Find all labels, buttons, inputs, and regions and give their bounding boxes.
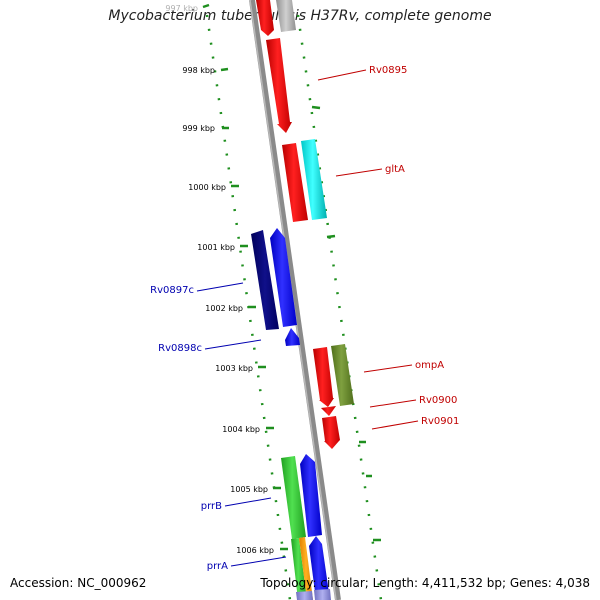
gene-label[interactable]: prrB [201, 501, 222, 512]
gene-label[interactable]: prrA [207, 561, 228, 572]
kbp-label: 997 kbp [165, 4, 198, 13]
major-tick [326, 234, 336, 239]
gene-Rv0898c[interactable] [285, 328, 300, 346]
gene-feature[interactable] [296, 591, 313, 600]
gene-labels: Rv0895 gltA Rv0897c Rv0898c ompA Rv0900 … [150, 65, 459, 572]
leader-Rv0897c [196, 282, 244, 292]
kbp-label: 998 kbp [182, 66, 215, 75]
tick-guide-right [296, 14, 383, 600]
gene-label[interactable]: Rv0900 [419, 395, 457, 406]
leader-Rv0900 [369, 399, 417, 408]
kbp-label: 1001 kbp [197, 243, 235, 252]
kbp-label: 1000 kbp [188, 183, 226, 192]
major-tick [220, 67, 229, 72]
gene-prrB[interactable] [281, 456, 306, 539]
gene-label[interactable]: Rv0897c [150, 285, 194, 296]
leader-Rv0898c [204, 339, 262, 350]
accession-text: Accession: NC_000962 [10, 576, 147, 590]
genome-stats-text: Topology: circular; Length: 4,411,532 bp… [260, 576, 590, 590]
major-ticks-right [311, 105, 381, 542]
gene-Rv0897c-blue[interactable] [270, 228, 297, 327]
kbp-label: 1006 kbp [236, 546, 274, 555]
gene-label[interactable]: Rv0895 [369, 65, 407, 76]
gene-feature[interactable] [314, 589, 331, 600]
leader-Rv0901 [371, 420, 419, 430]
leader-gltA [335, 168, 383, 177]
leader-Rv0895 [317, 69, 367, 81]
gene-feature[interactable] [276, 0, 296, 32]
major-ticks [202, 3, 288, 551]
gene-gltA[interactable] [282, 143, 308, 222]
gene-feature[interactable] [256, 0, 274, 36]
kbp-label: 999 kbp [182, 124, 215, 133]
gene-prrB-blue[interactable] [300, 454, 322, 537]
gene-feature[interactable] [309, 536, 330, 600]
leader-ompA [363, 364, 413, 373]
map-title: Mycobacterium tuberculosis H37Rv, comple… [108, 8, 492, 24]
gene-Rv0895[interactable] [266, 38, 292, 133]
gene-label[interactable]: ompA [415, 360, 444, 371]
gene-Rv0897c[interactable] [251, 230, 279, 330]
gene-ompA-olive[interactable] [331, 344, 354, 406]
gene-features [251, 0, 354, 600]
kbp-label: 1002 kbp [205, 304, 243, 313]
kbp-label: 1004 kbp [222, 425, 260, 434]
gene-prrA-orange[interactable] [299, 537, 313, 600]
genome-backbone [249, 0, 341, 600]
gene-label[interactable]: gltA [385, 164, 405, 175]
kbp-label: 1005 kbp [230, 485, 268, 494]
leader-prrA [230, 556, 287, 567]
gene-label[interactable]: Rv0901 [421, 416, 459, 427]
major-tick [202, 3, 210, 9]
gene-prrA[interactable] [291, 538, 307, 600]
gene-Rv0901[interactable] [322, 416, 340, 449]
gene-ompA[interactable] [313, 347, 334, 407]
gene-gltA-cyan[interactable] [301, 139, 327, 220]
kbp-label: 1003 kbp [215, 364, 253, 373]
leader-prrB [224, 497, 272, 507]
major-tick [311, 105, 321, 110]
kbp-labels: 997 kbp 998 kbp 999 kbp 1000 kbp 1001 kb… [165, 4, 274, 555]
gene-Rv0900[interactable] [321, 406, 336, 416]
leader-lines [196, 69, 419, 567]
gene-label[interactable]: Rv0898c [158, 343, 202, 354]
